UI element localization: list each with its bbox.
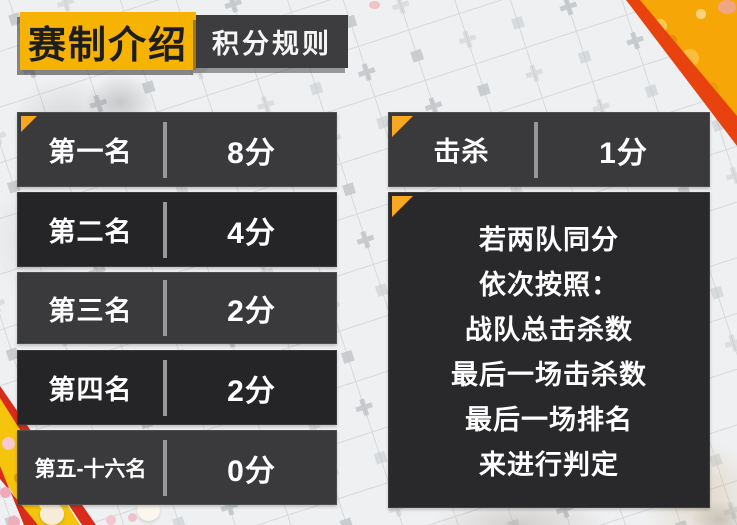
- grid-square-mark: [339, 517, 354, 525]
- grid-square-mark: [171, 516, 186, 525]
- grid-plus-mark: [355, 229, 376, 250]
- tiebreak-line: 战队总击杀数: [465, 315, 633, 345]
- placement-points: 0分: [227, 454, 276, 488]
- grid-square-mark: [141, 80, 156, 95]
- grid-plus-mark: [356, 61, 377, 82]
- divider: [163, 439, 167, 496]
- page-title: 赛制介绍: [20, 12, 196, 70]
- grid-plus-mark: [390, 0, 411, 16]
- grid-plus-mark: [457, 29, 478, 50]
- grid-square-mark: [674, 520, 689, 525]
- decor-dot: [106, 515, 116, 525]
- decor-dot: [369, 1, 380, 9]
- divider: [163, 121, 167, 178]
- decor-dot: [40, 503, 64, 525]
- placement-row-2: 第二名 4分: [17, 192, 337, 267]
- placement-rank-label: 第一名: [48, 137, 133, 167]
- tiebreak-line: 最后一场排名: [465, 405, 633, 435]
- placement-points: 2分: [227, 374, 276, 408]
- divider: [163, 280, 167, 336]
- placement-rank-label: 第三名: [48, 295, 133, 326]
- grid-square-mark: [340, 349, 355, 364]
- grid-square-mark: [710, 285, 724, 300]
- grid-square-mark: [373, 450, 388, 465]
- tiebreak-line: 来进行判定: [479, 450, 619, 480]
- grid-plus-mark: [721, 500, 737, 521]
- decor-dot: [2, 437, 15, 450]
- grid-square-mark: [410, 48, 425, 63]
- divider: [534, 121, 538, 178]
- grid-square-mark: [309, 81, 324, 96]
- tiebreak-line: 若两队同分: [479, 225, 619, 255]
- decor-dot: [8, 516, 20, 525]
- placement-points: 4分: [227, 216, 276, 250]
- grid-plus-mark: [724, 165, 737, 186]
- grid-square-mark: [644, 84, 659, 98]
- placement-row-1: 第一名 8分: [17, 112, 337, 187]
- grid-square-mark: [708, 453, 723, 468]
- placement-rank-label: 第五-十六名: [34, 457, 147, 481]
- placement-rank-label: 第二名: [48, 217, 133, 247]
- header: 赛制介绍 积分规则: [20, 12, 348, 70]
- tiebreak-line: 依次按照：: [479, 270, 619, 300]
- grid-square-mark: [374, 283, 389, 298]
- decor-dot: [718, 0, 736, 14]
- decor-dot: [0, 487, 11, 498]
- grid-square-mark: [507, 518, 522, 525]
- grid-plus-mark: [624, 30, 645, 51]
- corner-triangle-icon: [392, 196, 413, 217]
- grid-plus-mark: [0, 293, 7, 314]
- placement-row-5: 第五-十六名 0分: [17, 430, 337, 505]
- grid-square-mark: [476, 82, 491, 97]
- decor-dot: [128, 513, 137, 522]
- grid-plus-mark: [524, 63, 545, 84]
- placement-row-4: 第四名 2分: [17, 350, 337, 425]
- kill-rule-points: 1分: [599, 136, 648, 170]
- grid-plus-mark: [723, 332, 737, 353]
- kill-rule-label: 击杀: [433, 137, 490, 167]
- placement-points: 2分: [227, 295, 276, 328]
- grid-square-mark: [511, 16, 525, 30]
- placement-rank-label: 第四名: [48, 375, 133, 405]
- placement-row-3: 第三名 2分: [17, 272, 337, 344]
- tiebreak-line: 最后一场击杀数: [451, 360, 647, 390]
- divider: [163, 359, 167, 416]
- kill-rule-row: 击杀 1分: [388, 112, 710, 187]
- tiebreak-panel: 若两队同分 依次按照： 战队总击杀数 最后一场击杀数 最后一场排名 来进行判定: [388, 192, 710, 508]
- grid-plus-mark: [0, 126, 8, 147]
- placement-points: 8分: [227, 136, 276, 170]
- grid-plus-mark: [558, 0, 579, 17]
- grid-plus-mark: [353, 397, 374, 418]
- grid-square-mark: [577, 50, 592, 64]
- page-subtitle: 积分规则: [196, 15, 348, 68]
- divider: [163, 201, 167, 258]
- grid-square-mark: [342, 182, 356, 197]
